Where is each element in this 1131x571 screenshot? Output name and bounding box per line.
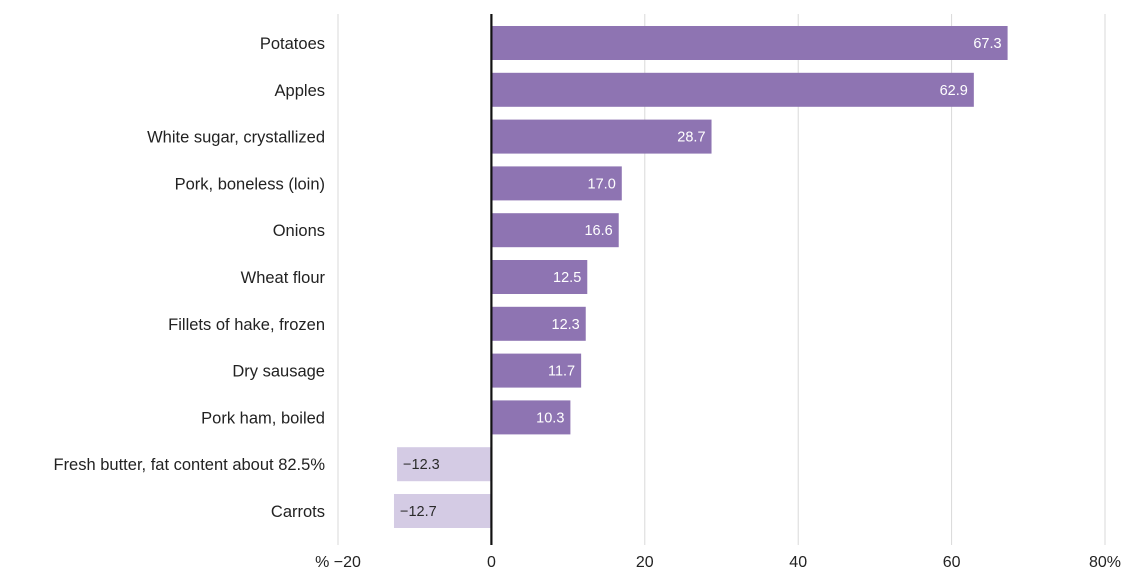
bar-value-label: 12.3: [552, 317, 580, 333]
bar: [397, 447, 492, 482]
bar: [491, 26, 1008, 60]
bar-value-label: 11.7: [548, 364, 575, 380]
bar-value-label: −12.7: [400, 504, 437, 520]
bar: [491, 213, 619, 248]
bar-value-label: 28.7: [677, 130, 705, 146]
category-label: Fillets of hake, frozen: [168, 316, 325, 334]
category-label: Fresh butter, fat content about 82.5%: [53, 456, 325, 474]
bar: [491, 353, 582, 388]
x-tick-label: 40: [789, 554, 807, 571]
bar-value-label: 16.6: [584, 223, 612, 239]
x-tick-label: 20: [636, 554, 654, 571]
x-tick-label: 80%: [1089, 554, 1121, 571]
bar-value-label: 17.0: [588, 176, 616, 192]
bar: [491, 166, 622, 201]
category-label: Carrots: [271, 503, 325, 521]
category-label: Dry sausage: [232, 363, 325, 381]
category-label: Onions: [273, 222, 325, 240]
bar: [491, 72, 974, 107]
bar-value-label: 10.3: [536, 410, 564, 426]
x-tick-label: 0: [487, 554, 496, 571]
category-label: Wheat flour: [241, 269, 326, 287]
bar: [393, 494, 492, 528]
category-label: Pork, boneless (loin): [175, 175, 325, 193]
bar: [491, 260, 588, 294]
bar: [491, 400, 571, 435]
category-label: Pork ham, boiled: [201, 409, 325, 427]
x-axis-ticks: % −20 0 20 40 60 80%: [315, 554, 1121, 571]
category-label: Potatoes: [260, 35, 325, 53]
bar-value-label: −12.3: [403, 457, 440, 473]
x-tick-label: % −20: [315, 554, 361, 571]
bar: [491, 306, 586, 341]
bar-value-label: 12.5: [553, 270, 581, 286]
category-label: White sugar, crystallized: [147, 129, 325, 147]
category-label: Apples: [275, 82, 325, 100]
bar-value-label: 62.9: [940, 83, 968, 99]
bars: 67.3 62.9 28.7 17.0 16.6 12.5 12.3 11.7 10.3 −12.…: [393, 26, 1008, 528]
bar-value-label: 67.3: [973, 36, 1001, 52]
x-tick-label: 60: [943, 554, 961, 571]
bar: [491, 119, 712, 154]
category-labels: Potatoes Apples White sugar, crystallized P…: [53, 35, 325, 521]
